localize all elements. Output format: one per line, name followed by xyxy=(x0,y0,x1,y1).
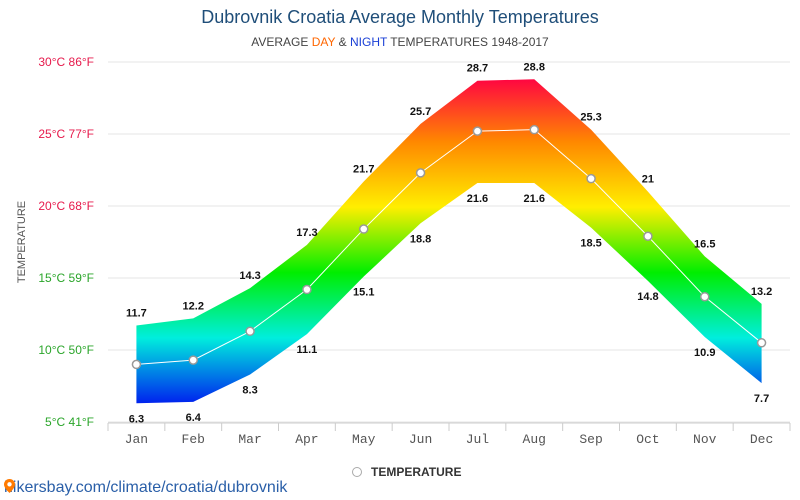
day-value-label: 28.7 xyxy=(467,63,488,75)
source-text: hikersbay.com/climate/croatia/dubrovnik xyxy=(4,479,288,496)
x-tick-label: Mar xyxy=(238,432,261,447)
chart-title: Dubrovnik Croatia Average Monthly Temper… xyxy=(201,7,599,27)
night-value-label: 6.4 xyxy=(186,412,202,424)
night-value-label: 10.9 xyxy=(694,347,715,359)
x-tick-label: Jun xyxy=(409,432,432,447)
subtitle-day: DAY xyxy=(311,35,336,49)
mean-point xyxy=(586,173,596,184)
day-value-label: 25.3 xyxy=(580,112,601,124)
day-value-label: 16.5 xyxy=(694,238,715,250)
legend-label: TEMPERATURE xyxy=(371,465,462,479)
temperature-band xyxy=(136,79,762,404)
mean-point xyxy=(245,326,255,337)
mean-point xyxy=(359,224,369,234)
day-value-label: 11.7 xyxy=(126,308,147,320)
day-value-label: 25.7 xyxy=(410,106,431,118)
mean-point xyxy=(700,291,710,302)
subtitle-prefix: AVERAGE xyxy=(251,35,312,49)
y-tick-label: 25°C 77°F xyxy=(38,127,94,141)
night-value-label: 21.6 xyxy=(467,193,488,205)
x-tick-label: Jan xyxy=(125,432,148,447)
day-value-label: 12.2 xyxy=(183,300,204,312)
x-tick-label: Sep xyxy=(579,432,602,447)
x-tick-label: Jul xyxy=(466,432,490,447)
mean-temperature-line xyxy=(136,129,762,365)
y-tick-label: 15°C 59°F xyxy=(38,271,94,285)
source-link[interactable]: hikersbay.com/climate/croatia/dubrovnik xyxy=(4,479,287,497)
night-value-label: 6.3 xyxy=(129,413,144,425)
night-value-label: 11.1 xyxy=(297,344,318,356)
day-value-label: 17.3 xyxy=(296,227,317,239)
day-value-label: 21 xyxy=(642,174,654,186)
mean-point xyxy=(643,231,653,241)
chart-subtitle: AVERAGE DAY & NIGHT TEMPERATURES 1948-20… xyxy=(0,35,800,49)
day-value-label: 28.8 xyxy=(524,61,545,73)
x-tick-label: Nov xyxy=(693,432,717,447)
mean-point xyxy=(756,338,767,348)
night-value-label: 18.8 xyxy=(410,233,431,245)
night-value-label: 8.3 xyxy=(242,384,257,396)
x-tick-label: Dec xyxy=(750,432,773,447)
mean-point xyxy=(131,359,142,370)
x-tick-label: Feb xyxy=(182,432,205,447)
day-value-label: 21.7 xyxy=(353,164,374,176)
x-tick-label: Aug xyxy=(523,432,546,447)
night-value-label: 15.1 xyxy=(353,287,374,299)
map-pin-icon xyxy=(4,479,15,493)
y-axis-title: TEMPERATURE xyxy=(16,201,28,283)
x-tick-label: Apr xyxy=(295,432,318,447)
legend-marker-icon xyxy=(352,467,362,477)
mean-point xyxy=(529,124,539,135)
y-tick-label: 30°C 86°F xyxy=(38,55,94,69)
mean-point xyxy=(472,126,483,136)
x-tick-label: May xyxy=(352,432,376,447)
night-value-label: 18.5 xyxy=(580,238,601,250)
mean-point xyxy=(415,168,426,178)
subtitle-amp: & xyxy=(335,35,350,49)
subtitle-suffix: TEMPERATURES 1948-2017 xyxy=(387,35,549,49)
x-tick-label: Oct xyxy=(636,432,659,447)
legend[interactable]: TEMPERATURE xyxy=(352,465,461,479)
y-tick-label: 5°C 41°F xyxy=(45,415,94,429)
night-value-label: 14.8 xyxy=(637,291,658,303)
day-value-label: 13.2 xyxy=(751,286,772,298)
y-tick-label: 20°C 68°F xyxy=(38,199,94,213)
night-value-label: 21.6 xyxy=(524,193,545,205)
mean-point xyxy=(188,355,198,365)
mean-point xyxy=(302,284,312,295)
y-tick-label: 10°C 50°F xyxy=(38,343,94,357)
day-value-label: 14.3 xyxy=(239,270,260,282)
subtitle-night: NIGHT xyxy=(349,35,388,49)
night-value-label: 7.7 xyxy=(754,393,769,405)
